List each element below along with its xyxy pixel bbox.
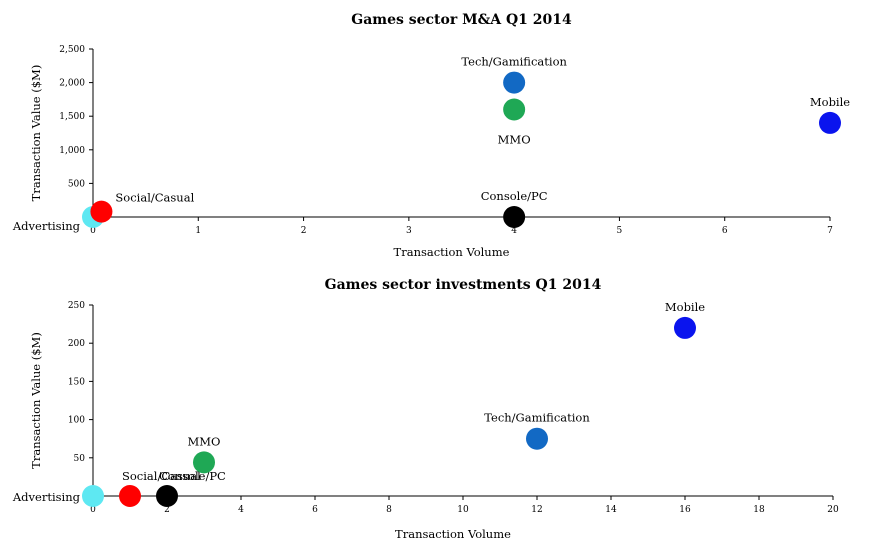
point-console-pc (503, 206, 526, 228)
x-tick-label: 4 (511, 226, 517, 236)
x-tick-label: 4 (238, 505, 244, 515)
chart-title: Games sector investments Q1 2014 (325, 277, 602, 293)
point-mobile (819, 111, 841, 134)
x-tick-label: 12 (531, 505, 542, 515)
point-label-console-pc: Console/PC (481, 189, 548, 203)
x-tick-label: 7 (827, 226, 833, 236)
point-tech-gamification (526, 427, 548, 450)
x-tick-label: 14 (605, 505, 617, 515)
x-tick-label: 18 (753, 505, 765, 515)
point-advertising (82, 485, 104, 507)
point-tech-gamification (503, 71, 526, 94)
y-tick-label: 250 (68, 301, 85, 311)
x-tick-label: 2 (164, 505, 170, 515)
point-label-mmo: MMO (498, 132, 531, 146)
chart-2: Games sector investments Q1 2014 0 2 4 6 8 10 1… (12, 277, 839, 541)
point-mmo (193, 451, 215, 474)
x-tick-label: 2 (301, 226, 307, 236)
x-tick-label: 6 (722, 226, 728, 236)
point-label-mmo: MMO (188, 434, 221, 448)
x-tick-label: 0 (90, 505, 96, 515)
point-social-casual (119, 485, 141, 507)
x-tick-label: 5 (617, 226, 623, 236)
y-axis-label: Transaction Value ($M) (29, 332, 43, 469)
point-label-advertising: Advertising (12, 219, 81, 233)
x-tick-label: 6 (312, 505, 318, 515)
y-tick-label: 1,500 (59, 112, 85, 122)
point-label-mobile: Mobile (810, 95, 850, 109)
x-tick-label: 8 (386, 505, 392, 515)
y-tick-label: 150 (68, 377, 85, 387)
x-tick-label: 3 (406, 226, 412, 236)
point-label-social-casual: Social/Casual (115, 191, 194, 205)
point-social-casual (90, 200, 113, 223)
point-label-advertising: Advertising (12, 490, 81, 504)
y-tick-label: 200 (68, 339, 85, 349)
x-tick-label: 0 (90, 226, 96, 236)
point-label-console-pc: Console/PC (159, 469, 226, 483)
y-tick-label: 500 (68, 179, 85, 189)
point-label-social-casual: Social/Casual (122, 469, 201, 483)
chart-title: Games sector M&A Q1 2014 (351, 12, 572, 28)
y-tick-label: 2,000 (59, 79, 85, 89)
point-mobile (674, 316, 696, 339)
y-tick-label: 2,500 (59, 45, 85, 55)
x-axis-label: Transaction Volume (394, 245, 510, 259)
chart-1: Games sector M&A Q1 201401234567-5001,00… (12, 12, 850, 259)
x-tick-label: 16 (679, 505, 691, 515)
point-label-tech-gamification: Tech/Gamification (461, 55, 567, 69)
point-mmo (503, 98, 526, 121)
y-tick-label: 50 (74, 454, 86, 464)
point-console-pc (156, 485, 178, 507)
y-tick-label: 1,000 (59, 146, 85, 156)
x-axis-label: Transaction Volume (395, 527, 511, 541)
x-tick-label: 10 (457, 505, 469, 515)
y-axis-label: Transaction Value ($M) (29, 65, 43, 202)
x-tick-label: 20 (827, 505, 839, 515)
x-tick-label: 1 (195, 226, 201, 236)
y-tick-label: 100 (68, 416, 85, 426)
point-label-tech-gamification: Tech/Gamification (484, 411, 590, 425)
point-label-mobile: Mobile (665, 300, 705, 314)
